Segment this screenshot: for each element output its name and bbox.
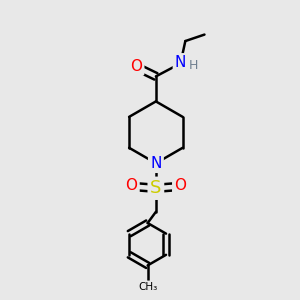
Text: O: O bbox=[130, 58, 142, 74]
Text: H: H bbox=[189, 59, 198, 72]
Text: S: S bbox=[150, 179, 162, 197]
Text: N: N bbox=[150, 156, 162, 171]
Text: CH₃: CH₃ bbox=[138, 282, 157, 292]
Text: O: O bbox=[125, 178, 137, 193]
Text: N: N bbox=[175, 55, 186, 70]
Text: O: O bbox=[174, 178, 186, 193]
